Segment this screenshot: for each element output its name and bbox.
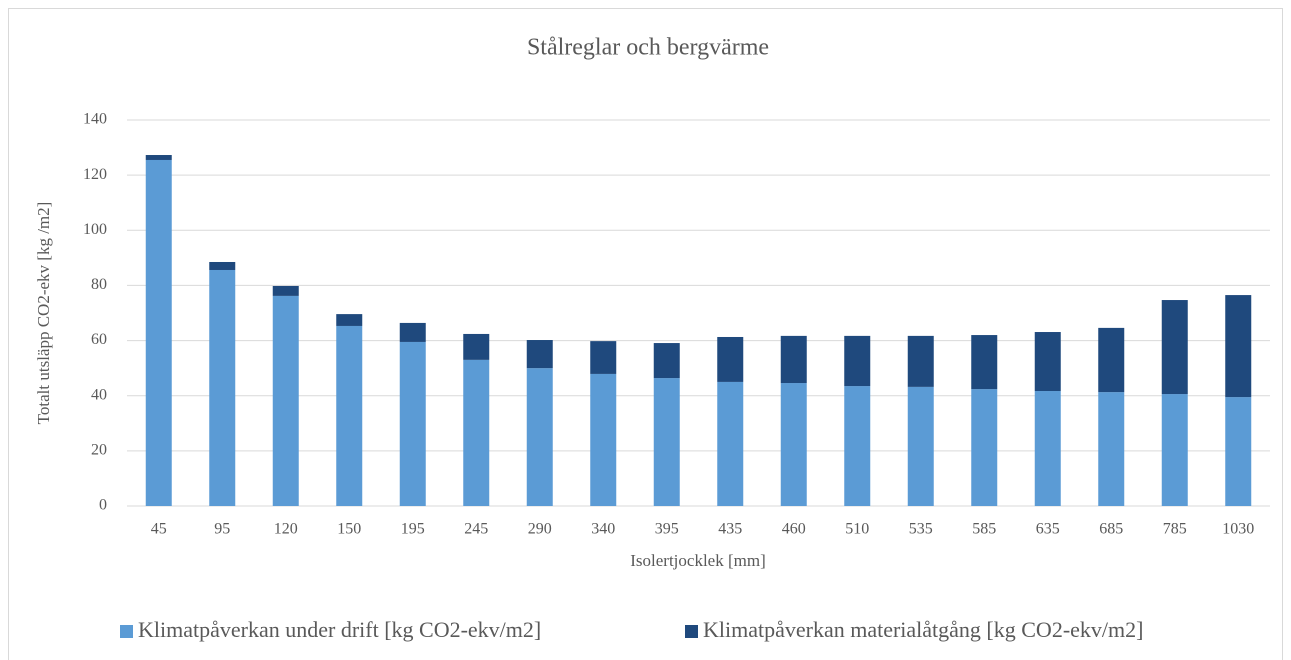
legend-swatch — [685, 625, 698, 638]
bar-segment — [145, 155, 172, 160]
y-tick-label: 140 — [83, 111, 107, 128]
x-tick-label: 585 — [972, 521, 996, 538]
bar-segment — [1161, 300, 1188, 395]
bar-segment — [717, 381, 744, 506]
x-axis-label: Isolertjocklek [mm] — [630, 551, 766, 570]
bar-segment — [209, 261, 236, 270]
bar-segment — [590, 341, 617, 374]
bar-segment — [844, 386, 871, 506]
x-tick-label: 245 — [464, 521, 488, 538]
x-tick-label: 290 — [528, 521, 552, 538]
bar-segment — [145, 159, 172, 506]
bar-segment — [1225, 397, 1252, 506]
y-tick-label: 80 — [91, 276, 107, 293]
y-tick-label: 100 — [83, 221, 107, 238]
bar-segment — [780, 383, 807, 506]
bar-segment — [399, 322, 426, 342]
bar-segment — [1225, 295, 1252, 398]
y-tick-label: 60 — [91, 331, 107, 348]
legend-label: Klimatpåverkan under drift [kg CO2-ekv/m… — [138, 617, 541, 642]
bar-segment — [971, 389, 998, 506]
x-tick-label: 535 — [909, 521, 933, 538]
bar-segment — [1098, 392, 1125, 506]
x-tick-label: 1030 — [1222, 521, 1254, 538]
bar-segment — [209, 269, 236, 506]
bar-segment — [1098, 327, 1125, 393]
bar-segment — [971, 335, 998, 390]
chart-title: Stålreglar och bergvärme — [527, 35, 769, 61]
bar-segment — [780, 335, 807, 384]
x-tick-label: 195 — [401, 521, 425, 538]
x-tick-label: 120 — [274, 521, 298, 538]
legend-swatch — [120, 625, 133, 638]
bar-segment — [907, 335, 934, 387]
bar-segment — [336, 325, 363, 506]
y-tick-label: 20 — [91, 442, 107, 459]
x-tick-label: 510 — [845, 521, 869, 538]
x-tick-label: 150 — [337, 521, 361, 538]
bar-segment — [463, 359, 490, 506]
x-tick-label: 95 — [214, 521, 230, 538]
bar-segment — [717, 336, 744, 382]
x-tick-label: 435 — [718, 521, 742, 538]
bar-segment — [907, 386, 934, 506]
x-tick-label: 45 — [151, 521, 167, 538]
bar-segment — [526, 340, 553, 369]
y-axis-label: Totalt utsläpp CO2-ekv [kg /m2] — [34, 202, 53, 425]
bar-segment — [844, 335, 871, 387]
bar-segment — [1034, 391, 1061, 506]
bar-segment — [272, 295, 299, 506]
bar-segment — [1161, 394, 1188, 506]
x-tick-label: 395 — [655, 521, 679, 538]
bar-segment — [1034, 332, 1061, 392]
x-tick-label: 635 — [1036, 521, 1060, 538]
bar-segment — [590, 373, 617, 506]
bar-segment — [526, 368, 553, 506]
bar-segment — [336, 314, 363, 326]
legend-label: Klimatpåverkan materialåtgång [kg CO2-ek… — [703, 617, 1143, 642]
bar-segment — [653, 378, 680, 506]
bar-segment — [653, 343, 680, 379]
bar-segment — [463, 333, 490, 360]
x-tick-label: 460 — [782, 521, 806, 538]
x-tick-label: 685 — [1099, 521, 1123, 538]
bar-segment — [272, 285, 299, 296]
x-tick-label: 785 — [1163, 521, 1187, 538]
bar-segment — [399, 341, 426, 506]
y-tick-label: 0 — [99, 497, 107, 514]
x-tick-label: 340 — [591, 521, 615, 538]
y-tick-label: 40 — [91, 386, 107, 403]
y-tick-label: 120 — [83, 166, 107, 183]
